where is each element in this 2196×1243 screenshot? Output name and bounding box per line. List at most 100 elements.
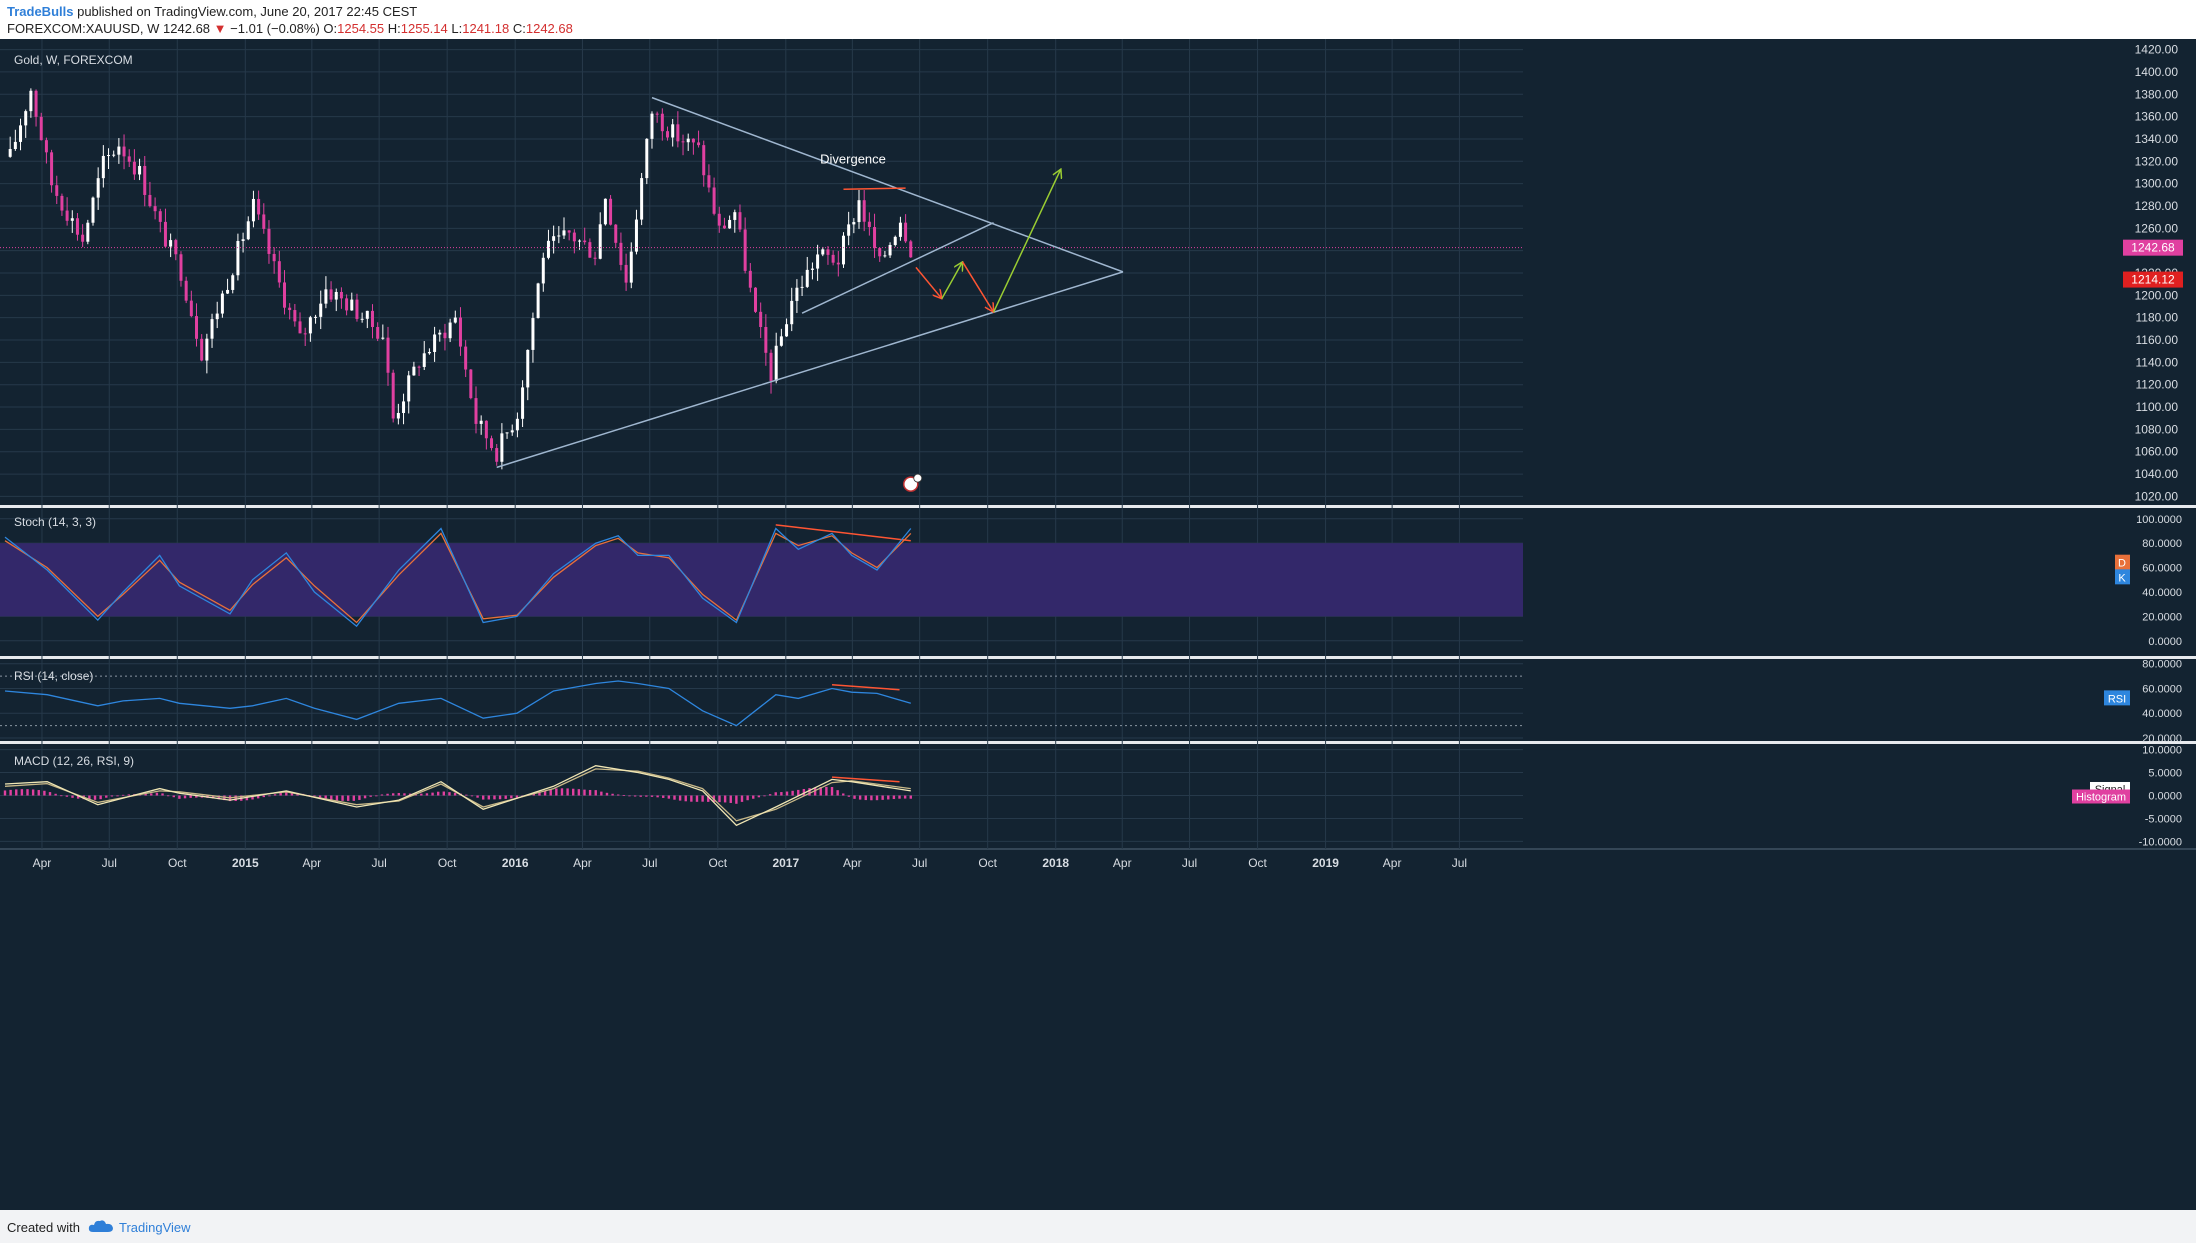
tradingview-brand[interactable]: TradingView xyxy=(119,1220,191,1235)
candle-up[interactable] xyxy=(785,324,789,337)
candle-down[interactable] xyxy=(583,240,587,243)
candle-down[interactable] xyxy=(329,289,333,300)
candle-down[interactable] xyxy=(717,213,721,226)
candle-down[interactable] xyxy=(655,113,659,115)
candle-down[interactable] xyxy=(122,146,126,157)
candle-up[interactable] xyxy=(117,146,121,155)
candle-down[interactable] xyxy=(55,185,59,196)
candle-up[interactable] xyxy=(686,138,690,143)
candle-down[interactable] xyxy=(474,398,478,424)
candle-up[interactable] xyxy=(251,198,255,222)
candle-up[interactable] xyxy=(515,418,519,431)
candle-up[interactable] xyxy=(205,338,209,361)
candle-up[interactable] xyxy=(629,251,633,283)
candle-down[interactable] xyxy=(303,333,307,335)
candle-up[interactable] xyxy=(8,149,12,157)
candle-down[interactable] xyxy=(39,116,43,141)
candle-down[interactable] xyxy=(712,187,716,214)
candle-up[interactable] xyxy=(650,113,654,139)
candle-down[interactable] xyxy=(60,195,64,211)
arrow-up-2[interactable] xyxy=(992,169,1061,313)
candle-down[interactable] xyxy=(163,221,167,247)
candle-down[interactable] xyxy=(748,270,752,288)
stoch-divergence-line[interactable] xyxy=(775,524,911,542)
candle-down[interactable] xyxy=(831,254,835,263)
candle-up[interactable] xyxy=(562,230,566,236)
candle-down[interactable] xyxy=(277,261,281,283)
candle-up[interactable] xyxy=(246,221,250,240)
candle-down[interactable] xyxy=(676,124,680,142)
candle-up[interactable] xyxy=(334,291,338,300)
candle-down[interactable] xyxy=(132,161,136,175)
candle-up[interactable] xyxy=(671,124,675,138)
candle-up[interactable] xyxy=(241,239,245,242)
candle-down[interactable] xyxy=(593,257,597,259)
arrow-down-1[interactable] xyxy=(915,266,942,298)
candle-down[interactable] xyxy=(567,230,571,233)
candle-down[interactable] xyxy=(34,90,38,117)
candle-down[interactable] xyxy=(298,321,302,334)
candle-down[interactable] xyxy=(153,206,157,212)
candle-up[interactable] xyxy=(319,303,323,317)
candle-up[interactable] xyxy=(795,287,799,301)
candle-down[interactable] xyxy=(588,242,592,258)
candle-up[interactable] xyxy=(101,155,105,179)
candle-up[interactable] xyxy=(557,235,561,237)
lower-trendline[interactable] xyxy=(496,271,1124,469)
candle-up[interactable] xyxy=(91,197,95,223)
candle-down[interactable] xyxy=(288,307,292,311)
candle-down[interactable] xyxy=(458,317,462,347)
candle-up[interactable] xyxy=(546,240,550,258)
chart-canvas[interactable]: Divergence Apr Jul Oct 2015 Apr Jul Oct 2016 Apr… xyxy=(0,39,2196,1210)
candle-up[interactable] xyxy=(852,222,856,225)
candle-down[interactable] xyxy=(490,438,494,449)
candle-up[interactable] xyxy=(728,219,732,229)
candle-down[interactable] xyxy=(262,214,266,229)
candle-down[interactable] xyxy=(184,280,188,301)
candle-down[interactable] xyxy=(189,300,193,317)
candle-up[interactable] xyxy=(24,111,28,126)
candle-down[interactable] xyxy=(417,366,421,368)
candle-down[interactable] xyxy=(174,240,178,255)
candle-down[interactable] xyxy=(743,229,747,271)
candle-down[interactable] xyxy=(75,218,79,235)
candle-down[interactable] xyxy=(666,131,670,138)
candle-down[interactable] xyxy=(484,420,488,439)
candle-up[interactable] xyxy=(779,336,783,346)
candle-up[interactable] xyxy=(816,254,820,269)
candle-up[interactable] xyxy=(552,236,556,241)
candle-down[interactable] xyxy=(469,369,473,399)
candle-up[interactable] xyxy=(893,236,897,245)
candle-up[interactable] xyxy=(821,249,825,255)
candle-down[interactable] xyxy=(443,332,447,339)
candle-down[interactable] xyxy=(148,194,152,207)
candle-up[interactable] xyxy=(598,224,602,259)
candle-down[interactable] xyxy=(738,212,742,230)
candle-up[interactable] xyxy=(407,375,411,402)
candle-up[interactable] xyxy=(479,420,483,424)
arrow-up-1[interactable] xyxy=(941,262,963,300)
candle-down[interactable] xyxy=(702,145,706,176)
candle-up[interactable] xyxy=(86,222,90,242)
candle-up[interactable] xyxy=(412,366,416,376)
candle-down[interactable] xyxy=(376,327,380,339)
candle-down[interactable] xyxy=(867,221,871,228)
candle-up[interactable] xyxy=(360,318,364,320)
candle-down[interactable] xyxy=(81,234,85,242)
candle-up[interactable] xyxy=(29,90,33,112)
candle-up[interactable] xyxy=(634,219,638,252)
candle-down[interactable] xyxy=(707,175,711,188)
candle-up[interactable] xyxy=(521,387,525,419)
candle-up[interactable] xyxy=(13,141,17,150)
candle-down[interactable] xyxy=(272,253,276,262)
candle-up[interactable] xyxy=(841,235,845,265)
candle-down[interactable] xyxy=(619,242,623,265)
drawings-layer[interactable]: Divergence xyxy=(0,96,1523,783)
candle-down[interactable] xyxy=(495,448,499,462)
candle-up[interactable] xyxy=(733,212,737,220)
candle-up[interactable] xyxy=(210,319,214,339)
candle-up[interactable] xyxy=(847,224,851,236)
candle-up[interactable] xyxy=(541,257,545,284)
candle-up[interactable] xyxy=(536,283,540,319)
candle-up[interactable] xyxy=(433,334,437,352)
